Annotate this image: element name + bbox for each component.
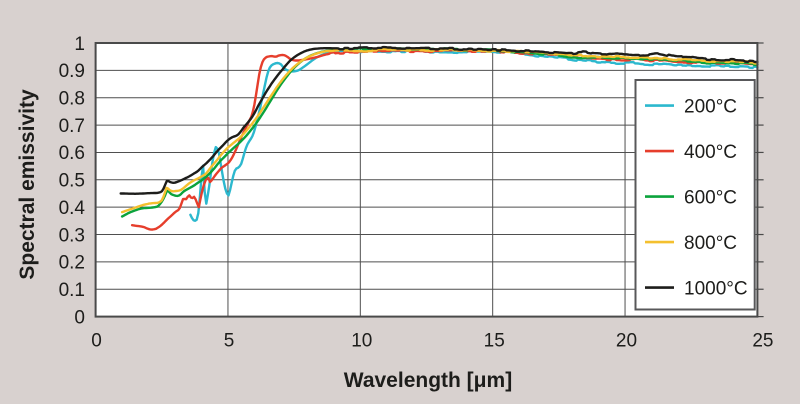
svg-text:600°C: 600°C — [684, 188, 737, 209]
svg-text:25: 25 — [752, 331, 773, 352]
svg-text:1: 1 — [74, 34, 85, 55]
svg-text:0.8: 0.8 — [59, 89, 85, 110]
svg-text:0.4: 0.4 — [59, 198, 86, 219]
svg-text:0: 0 — [91, 331, 102, 352]
svg-text:0.6: 0.6 — [59, 143, 85, 164]
svg-text:400°C: 400°C — [684, 142, 737, 163]
svg-text:Wavelength [μm]: Wavelength [μm] — [344, 369, 512, 392]
svg-text:200°C: 200°C — [684, 97, 737, 118]
svg-text:20: 20 — [616, 331, 637, 352]
svg-text:0.5: 0.5 — [59, 171, 85, 192]
svg-text:800°C: 800°C — [684, 233, 737, 254]
svg-text:0.3: 0.3 — [59, 225, 85, 246]
svg-text:0.2: 0.2 — [59, 253, 85, 274]
svg-text:10: 10 — [351, 331, 372, 352]
svg-text:0.9: 0.9 — [59, 61, 85, 82]
svg-text:0: 0 — [74, 307, 85, 328]
svg-text:15: 15 — [484, 331, 505, 352]
svg-text:5: 5 — [224, 331, 235, 352]
svg-text:0.1: 0.1 — [59, 280, 85, 301]
svg-text:1000°C: 1000°C — [684, 279, 748, 300]
svg-text:Spectral emissivity: Spectral emissivity — [16, 89, 39, 280]
svg-text:0.7: 0.7 — [59, 116, 85, 137]
